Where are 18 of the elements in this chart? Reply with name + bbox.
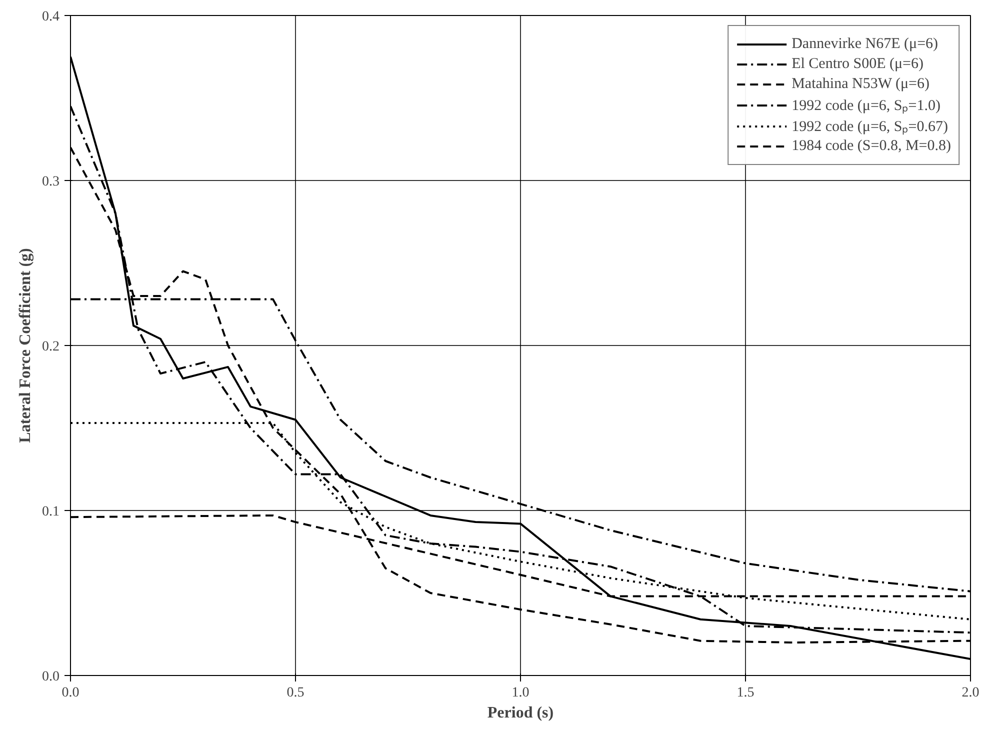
y-tick-label: 0.2 <box>42 340 60 354</box>
legend-label: Matahina N53W (μ=6) <box>792 76 930 92</box>
y-tick-label: 0.4 <box>42 10 60 24</box>
legend-label: El Centro S00E (μ=6) <box>792 56 924 72</box>
legend-label: Dannevirke N67E (μ=6) <box>792 36 938 52</box>
y-tick-label: 0.1 <box>42 504 60 520</box>
y-tick-label: 0.0 <box>42 670 60 684</box>
x-tick-label: 0.0 <box>62 686 80 700</box>
legend-label: 1992 code (μ=6, Sₚ=1.0) <box>792 97 940 115</box>
y-axis-title: Lateral Force Coefficient (g) <box>17 248 34 443</box>
x-tick-label: 1.0 <box>512 686 530 700</box>
x-tick-label: 0.5 <box>286 686 304 700</box>
y-tick-label: 0.3 <box>42 174 60 190</box>
x-axis-title: Period (s) <box>487 704 554 722</box>
x-tick-label: 1.5 <box>736 686 754 700</box>
legend-label: 1984 code (S=0.8, M=0.8) <box>792 138 951 154</box>
x-tick-label: 2.0 <box>962 686 980 700</box>
legend-label: 1992 code (μ=6, Sₚ=0.67) <box>792 118 948 136</box>
